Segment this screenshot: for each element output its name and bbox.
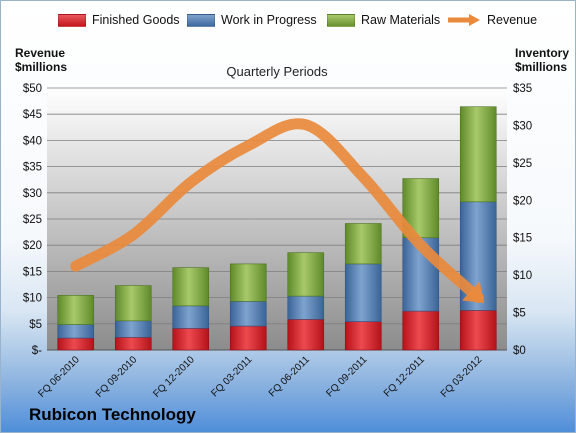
category-label: FQ 12-2011 [382,354,427,399]
revenue-point [420,244,422,246]
legend-revenue-arrow-icon [448,14,480,26]
legend-label-revenue: Revenue [487,13,538,27]
right-tick-label: $25 [513,158,532,170]
left-tick-label: $35 [23,162,42,174]
bar-finished-goods [57,337,95,351]
legend-swatch-finished-goods [58,13,86,27]
right-tick-label: $0 [513,345,526,357]
bar-finished-goods [229,325,267,351]
bar-raw-materials [57,295,95,325]
left-tick-label: $30 [23,188,42,200]
left-axis-title-line2: $millions [15,60,68,74]
right-axis-title-line2: $millions [515,60,568,74]
revenue-point [477,297,479,299]
revenue-point [132,234,134,236]
right-tick-label: $20 [513,195,532,207]
right-tick-label: $10 [513,270,532,282]
revenue-point [190,181,192,183]
category-label: FQ 12-2010 [151,354,197,400]
legend-item-revenue: Revenue [447,13,537,27]
left-tick-label: $25 [23,214,42,226]
legend-label-finished-goods: Finished Goods [92,13,180,27]
bar-work-in-progress [229,301,267,327]
bar-finished-goods [402,310,440,351]
category-label: FQ 03-2011 [209,354,254,399]
bar-finished-goods [172,327,210,351]
left-axis-title-line1: Revenue [15,46,66,60]
revenue-point [247,145,249,147]
right-tick-label: $15 [513,233,532,245]
bar-finished-goods [114,336,152,351]
left-tick-label: $50 [23,83,42,95]
category-label: FQ 06-2010 [36,354,82,400]
bar-work-in-progress [344,263,382,322]
revenue-line-group [70,118,485,304]
bar-finished-goods [344,321,382,351]
bar-work-in-progress [287,295,325,320]
bar-work-in-progress [172,305,210,329]
legend: Finished Goods Work in Progress Raw Mate… [1,13,575,33]
right-tick-label: $30 [513,120,532,132]
category-label: FQ 06-2011 [267,354,312,399]
bar-raw-materials [344,223,382,265]
revenue-line [70,118,484,304]
revenue-point [75,265,77,267]
bar-raw-materials [114,285,152,322]
legend-item-finished-goods: Finished Goods [58,13,180,27]
category-label: FQ 03-2012 [439,354,485,400]
plot-title: Quarterly Periods [226,64,328,79]
legend-label-work-in-progress: Work in Progress [221,13,317,27]
revenue-point [362,176,364,178]
left-tick-label: $- [32,345,42,357]
right-tick-label: $35 [513,83,532,95]
left-tick-label: $40 [23,135,42,147]
left-tick-label: $15 [23,266,42,278]
bar-finished-goods [459,310,497,351]
company-name: Rubicon Technology [29,405,196,424]
legend-item-raw-materials: Raw Materials [327,13,440,27]
right-axis-title-line1: Inventory [515,46,570,60]
legend-swatch-work-in-progress [187,13,215,27]
legend-item-work-in-progress: Work in Progress [187,13,317,27]
bar-raw-materials [229,263,267,302]
revenue-point [305,124,307,126]
bar-raw-materials [459,106,497,203]
category-label: FQ 09-2011 [324,354,369,399]
bar-work-in-progress [57,324,95,339]
bar-raw-materials [172,267,210,307]
right-axis-title: Inventory $millions [515,46,569,74]
bar-raw-materials [287,252,325,297]
bar-finished-goods [287,319,325,351]
left-tick-label: $5 [29,319,42,331]
right-tick-label: $5 [513,308,526,320]
legend-swatch-raw-materials [327,13,355,27]
bar-work-in-progress [114,320,152,338]
legend-label-raw-materials: Raw Materials [361,13,441,27]
category-label: FQ 09-2010 [94,354,140,400]
left-axis-title: Revenue $millions [15,46,67,74]
left-tick-label: $20 [23,240,42,252]
left-tick-label: $10 [23,293,42,305]
left-tick-label: $45 [23,109,42,121]
